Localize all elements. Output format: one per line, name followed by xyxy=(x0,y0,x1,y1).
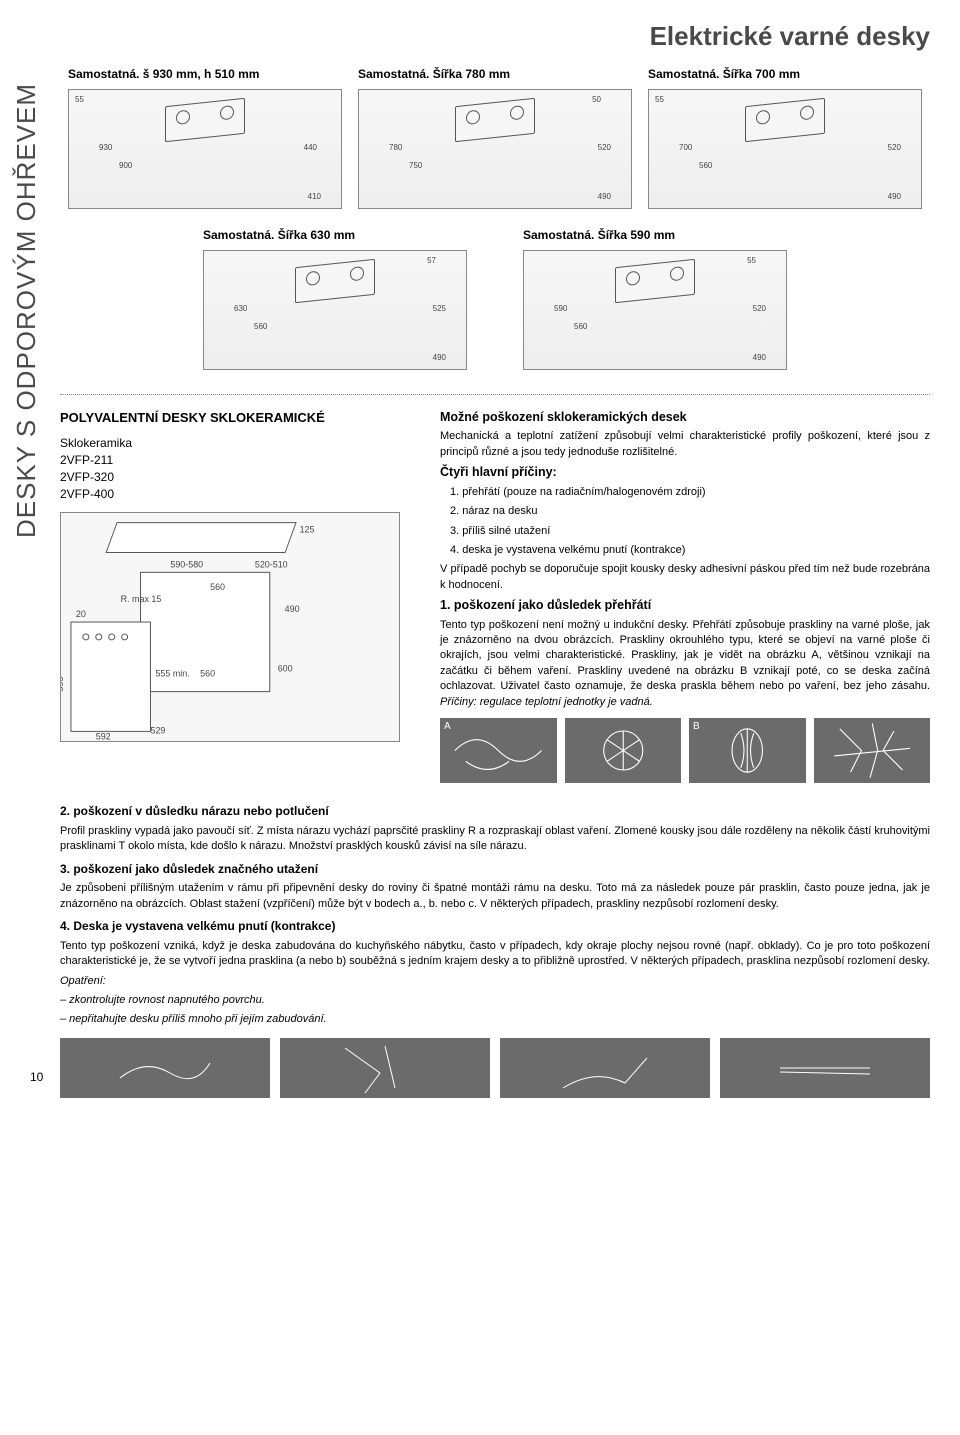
cause-item: 4. deska je vystavena velkému pnutí (kon… xyxy=(450,543,930,558)
lower-section: POLYVALENTNÍ DESKY SKLOKERAMICKÉ Skloker… xyxy=(60,394,930,783)
dim-label: 55 xyxy=(655,94,664,105)
svg-text:R. max 15: R. max 15 xyxy=(121,595,162,605)
diagram-illustration: 55 700 520 560 490 xyxy=(648,89,922,209)
polyvalent-column: POLYVALENTNÍ DESKY SKLOKERAMICKÉ Skloker… xyxy=(60,409,420,783)
dim-label: 55 xyxy=(75,94,84,105)
install-diagram: 125 590-580 520-510 560 490 R. max 15 55… xyxy=(60,512,400,742)
dim-label: 490 xyxy=(888,191,901,202)
cause-item: 3. příliš silné utažení xyxy=(450,524,930,539)
diagram-caption: Samostatná. Šířka 630 mm xyxy=(203,227,467,244)
svg-text:20: 20 xyxy=(76,609,86,619)
crack-images-ab: A B xyxy=(440,718,930,783)
svg-text:595: 595 xyxy=(61,677,65,692)
svg-text:560: 560 xyxy=(200,669,215,679)
dim-label: 55 xyxy=(747,255,756,266)
svg-text:555 min.: 555 min. xyxy=(155,669,189,679)
material-label: Sklokeramika xyxy=(60,435,420,452)
crack-images-bottom xyxy=(60,1038,930,1098)
svg-text:125: 125 xyxy=(300,525,315,535)
diagram-caption: Samostatná. š 930 mm, h 510 mm xyxy=(68,66,342,83)
crack-image-a2 xyxy=(565,718,682,783)
sec3-body: Je způsobeni přílišným utažením v rámu p… xyxy=(60,881,930,912)
model-item: 2VFP-320 xyxy=(60,469,420,486)
dim-label: 520 xyxy=(888,142,901,153)
diagram-caption: Samostatná. Šířka 780 mm xyxy=(358,66,632,83)
model-item: 2VFP-211 xyxy=(60,452,420,469)
svg-text:590-580: 590-580 xyxy=(170,560,203,570)
crack-image-b: B xyxy=(689,718,806,783)
dim-label: 560 xyxy=(699,160,712,171)
sec4-heading: 4. Deska je vystavena velkému pnutí (kon… xyxy=(60,918,930,935)
svg-text:560: 560 xyxy=(210,583,225,593)
diagram-780: Samostatná. Šířka 780 mm 50 780 520 750 … xyxy=(350,62,640,213)
crack-image-bottom xyxy=(60,1038,270,1098)
diagrams-row-top: Samostatná. š 930 mm, h 510 mm 55 930 44… xyxy=(60,62,930,213)
diagram-caption: Samostatná. Šířka 590 mm xyxy=(523,227,787,244)
model-item: 2VFP-400 xyxy=(60,486,420,503)
full-width-text: 2. poškození v důsledku nárazu nebo potl… xyxy=(0,803,960,1098)
damage-advice: V případě pochyb se doporučuje spojit ko… xyxy=(440,562,930,593)
sec3-heading: 3. poškození jako důsledek značného utaž… xyxy=(60,861,930,878)
sidebar-vertical-label: DESKY S ODPOROVÝM OHŘEVEM xyxy=(8,60,44,560)
dim-label: 520 xyxy=(753,303,766,314)
diagram-illustration: 50 780 520 750 490 xyxy=(358,89,632,209)
diagrams-row-mid: Samostatná. Šířka 630 mm 57 630 525 560 … xyxy=(60,223,930,374)
cause-item: 1. přehřátí (pouze na radiačním/halogeno… xyxy=(450,485,930,500)
damage-column: Možné poškození sklokeramických desek Me… xyxy=(440,409,930,783)
dim-label: 440 xyxy=(304,142,317,153)
crack-image-bottom xyxy=(500,1038,710,1098)
diagram-caption: Samostatná. Šířka 700 mm xyxy=(648,66,922,83)
svg-text:490: 490 xyxy=(285,604,300,614)
sec4-body: Tento typ poškození vzniká, když je desk… xyxy=(60,939,930,970)
dim-label: 590 xyxy=(554,303,567,314)
dim-label: 630 xyxy=(234,303,247,314)
diagram-700: Samostatná. Šířka 700 mm 55 700 520 560 … xyxy=(640,62,930,213)
opatreni-label: Opatření: xyxy=(60,974,930,989)
svg-text:520-510: 520-510 xyxy=(255,560,288,570)
crack-image-bottom xyxy=(280,1038,490,1098)
svg-text:592: 592 xyxy=(96,732,111,742)
dim-label: 560 xyxy=(574,321,587,332)
dim-label: 490 xyxy=(753,352,766,363)
dim-label: 750 xyxy=(409,160,422,171)
dim-label: 520 xyxy=(598,142,611,153)
diagram-590: Samostatná. Šířka 590 mm 55 590 520 560 … xyxy=(515,223,795,374)
svg-text:600: 600 xyxy=(278,664,293,674)
diagram-illustration: 55 590 520 560 490 xyxy=(523,250,787,370)
crack-image-bottom xyxy=(720,1038,930,1098)
diagram-illustration: 57 630 525 560 490 xyxy=(203,250,467,370)
damage-intro: Mechanická a teplotní zatížení způsobují… xyxy=(440,429,930,460)
diagram-630: Samostatná. Šířka 630 mm 57 630 525 560 … xyxy=(195,223,475,374)
dim-label: 900 xyxy=(119,160,132,171)
sec1-body: Tento typ poškození není možný u indukčn… xyxy=(440,618,930,710)
crack-image-a: A xyxy=(440,718,557,783)
cause-item: 2. náraz na desku xyxy=(450,504,930,519)
dim-label: 57 xyxy=(427,255,436,266)
models-list: Sklokeramika 2VFP-211 2VFP-320 2VFP-400 xyxy=(60,435,420,502)
svg-text:529: 529 xyxy=(150,726,165,736)
page-title: Elektrické varné desky xyxy=(0,0,960,62)
diagram-930: Samostatná. š 930 mm, h 510 mm 55 930 44… xyxy=(60,62,350,213)
sec2-body: Profil praskliny vypadá jako pavoučí síť… xyxy=(60,824,930,855)
dim-label: 780 xyxy=(389,142,402,153)
dim-label: 700 xyxy=(679,142,692,153)
dim-label: 50 xyxy=(592,94,601,105)
diagram-illustration: 55 930 440 900 410 xyxy=(68,89,342,209)
sec1-heading: 1. poškození jako důsledek přehřátí xyxy=(440,597,930,615)
polyvalent-heading: POLYVALENTNÍ DESKY SKLOKERAMICKÉ xyxy=(60,409,420,427)
opatreni-item: – zkontrolujte rovnost napnutého povrchu… xyxy=(60,993,930,1008)
dim-label: 490 xyxy=(598,191,611,202)
causes-heading: Čtyři hlavní příčiny: xyxy=(440,464,930,482)
damage-heading: Možné poškození sklokeramických desek xyxy=(440,409,930,427)
crack-image-b2 xyxy=(814,718,931,783)
dim-label: 525 xyxy=(433,303,446,314)
dim-label: 560 xyxy=(254,321,267,332)
opatreni-item: – nepřitahujte desku příliš mnoho při je… xyxy=(60,1012,930,1027)
dim-label: 930 xyxy=(99,142,112,153)
dim-label: 410 xyxy=(308,191,321,202)
sec2-heading: 2. poškození v důsledku nárazu nebo potl… xyxy=(60,803,930,820)
page-number: 10 xyxy=(30,1069,43,1086)
dim-label: 490 xyxy=(433,352,446,363)
main-content: Samostatná. š 930 mm, h 510 mm 55 930 44… xyxy=(60,62,960,783)
